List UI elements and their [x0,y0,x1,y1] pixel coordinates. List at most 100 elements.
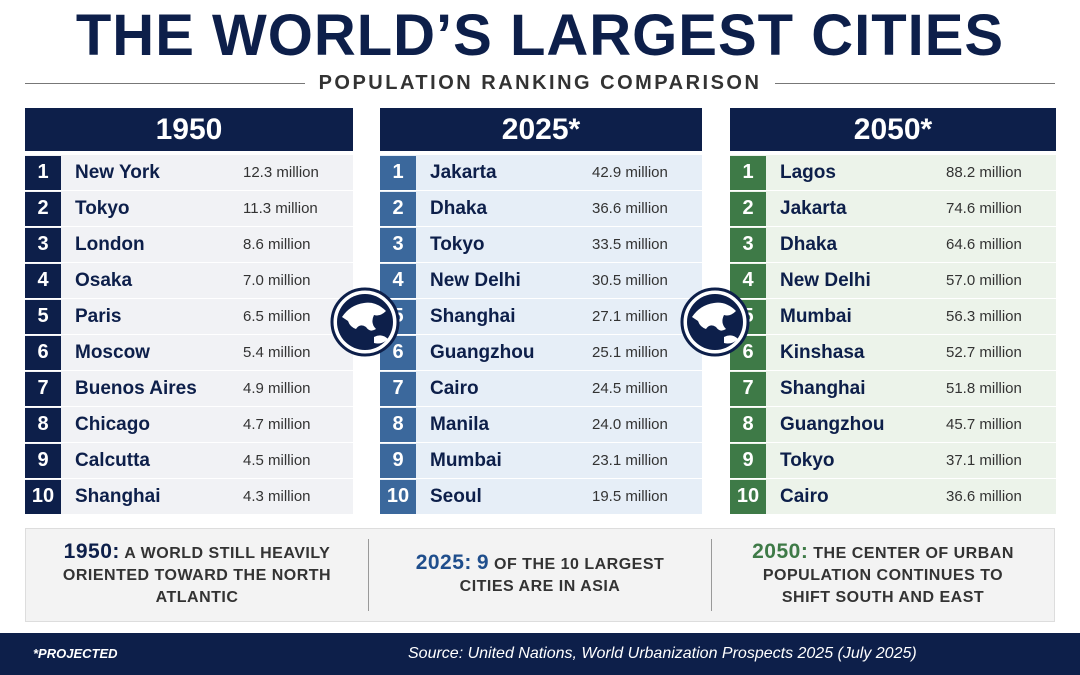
population: 12.3 million [243,164,319,181]
ranking-row: 7 Buenos Aires 4.9 million [25,371,353,407]
city: Osaka [75,269,133,291]
ranking-row: 10 Shanghai 4.3 million [25,479,353,515]
city: Lagos [780,161,836,183]
footer: *PROJECTED Source: United Nations, World… [0,633,1080,675]
city: Manila [430,413,490,435]
population: 56.3 million [946,308,1022,325]
rank: 8 [25,407,61,442]
rank: 3 [380,227,416,262]
city: Cairo [780,485,829,507]
note-body: THE CENTER OF URBAN POPULATION CONTINUES… [762,545,1014,606]
ranking-row: 7 Shanghai 51.8 million [730,371,1056,407]
year-header: 2025* [380,108,702,151]
note: 1950: A WORLD STILL HEAVILY ORIENTED TOW… [26,539,369,611]
rank: 4 [730,263,766,298]
note-body: A WORLD STILL HEAVILY ORIENTED TOWARD TH… [62,545,332,606]
population: 88.2 million [946,164,1022,181]
ranking-row: 6 Guangzhou 25.1 million [380,335,702,371]
population: 36.6 million [946,488,1022,505]
city: Buenos Aires [75,377,197,399]
population: 33.5 million [592,236,668,253]
city: Cairo [430,377,479,399]
population: 64.6 million [946,236,1022,253]
ranking-row: 5Mumbai56.3 million [730,299,1056,335]
ranking-row: 8 Manila 24.0 million [380,407,702,443]
rank: 4 [25,263,61,298]
rank: 9 [730,443,766,478]
city: Shanghai [780,377,866,399]
population: 36.6 million [592,200,668,217]
city: Tokyo [430,233,485,255]
ranking-row: 10 Cairo 36.6 million [730,479,1056,515]
note: 2050: THE CENTER OF URBAN POPULATION CON… [712,539,1054,611]
rows: 1 Lagos 88.2 million 2 Jakarta 74.6 million 3 D… [730,151,1056,515]
city: Chicago [75,413,150,435]
city: Mumbai [430,449,502,471]
ranking-row: 9 Calcutta 4.5 million [25,443,353,479]
population: 74.6 million [946,200,1022,217]
city: Guangzhou [430,341,535,363]
population: 19.5 million [592,488,668,505]
city: Shanghai [430,305,516,327]
rank: 1 [380,155,416,190]
ranking-row: 5Shanghai27.1 million [380,299,702,335]
rank: 2 [380,191,416,226]
ranking-row: 3 Tokyo 33.5 million [380,227,702,263]
subtitle: POPULATION RANKING COMPARISON [318,71,762,94]
ranking-row: 4 New Delhi 57.0 million [730,263,1056,299]
population: 4.3 million [243,488,311,505]
city: Guangzhou [780,413,885,435]
notes: 1950: A WORLD STILL HEAVILY ORIENTED TOW… [25,528,1055,622]
rows: 1 Jakarta 42.9 million 2 Dhaka 36.6 million 3 T… [380,151,702,515]
note-lead: 1950: [63,540,120,563]
ranking-row: 6 Moscow 5.4 million [25,335,353,371]
rank: 8 [730,407,766,442]
population: 4.5 million [243,452,311,469]
rank: 10 [25,479,61,514]
city: London [75,233,145,255]
population: 7.0 million [243,272,311,289]
city: Tokyo [780,449,835,471]
ranking-column: 2025* 1 Jakarta 42.9 million 2 Dhaka 36.6 mill… [380,108,702,515]
city: Jakarta [780,197,847,219]
ranking-row: 9 Tokyo 37.1 million [730,443,1056,479]
rank: 3 [730,227,766,262]
rank: 9 [380,443,416,478]
year-header: 2050* [730,108,1056,151]
city: Dhaka [780,233,838,255]
rank: 5 [25,299,61,334]
population: 4.9 million [243,380,311,397]
city: Calcutta [75,449,150,471]
population: 4.7 million [243,416,311,433]
rank: 9 [25,443,61,478]
city: Jakarta [430,161,497,183]
ranking-row: 7 Cairo 24.5 million [380,371,702,407]
rank: 7 [25,371,61,406]
rank: 10 [730,479,766,514]
ranking-column: 2050* 1 Lagos 88.2 million 2 Jakarta 74.6 mill… [730,108,1056,515]
rows: 1 New York 12.3 million 2 Tokyo 11.3 million 3… [25,151,353,515]
rank: 6 [25,335,61,370]
city: Moscow [75,341,150,363]
ranking-row: 10 Seoul 19.5 million [380,479,702,515]
note-text: 1950: A WORLD STILL HEAVILY ORIENTED TOW… [56,541,338,609]
ranking-row: 2 Dhaka 36.6 million [380,191,702,227]
population: 24.0 million [592,416,668,433]
note-text: 2050: THE CENTER OF URBAN POPULATION CON… [742,541,1024,609]
population: 25.1 million [592,344,668,361]
globe-icon [680,287,750,357]
note-body: OF THE 10 LARGEST CITIES ARE IN ASIA [459,556,665,595]
rank: 7 [730,371,766,406]
rank: 2 [25,191,61,226]
ranking-row: 3 London 8.6 million [25,227,353,263]
ranking-column: 1950 1 New York 12.3 million 2 Tokyo 11.3 mill… [25,108,353,515]
city: Shanghai [75,485,161,507]
population: 57.0 million [946,272,1022,289]
ranking-row: 1 New York 12.3 million [25,155,353,191]
ranking-row: 2 Jakarta 74.6 million [730,191,1056,227]
population: 6.5 million [243,308,311,325]
rank: 2 [730,191,766,226]
city: New Delhi [780,269,871,291]
rank: 3 [25,227,61,262]
